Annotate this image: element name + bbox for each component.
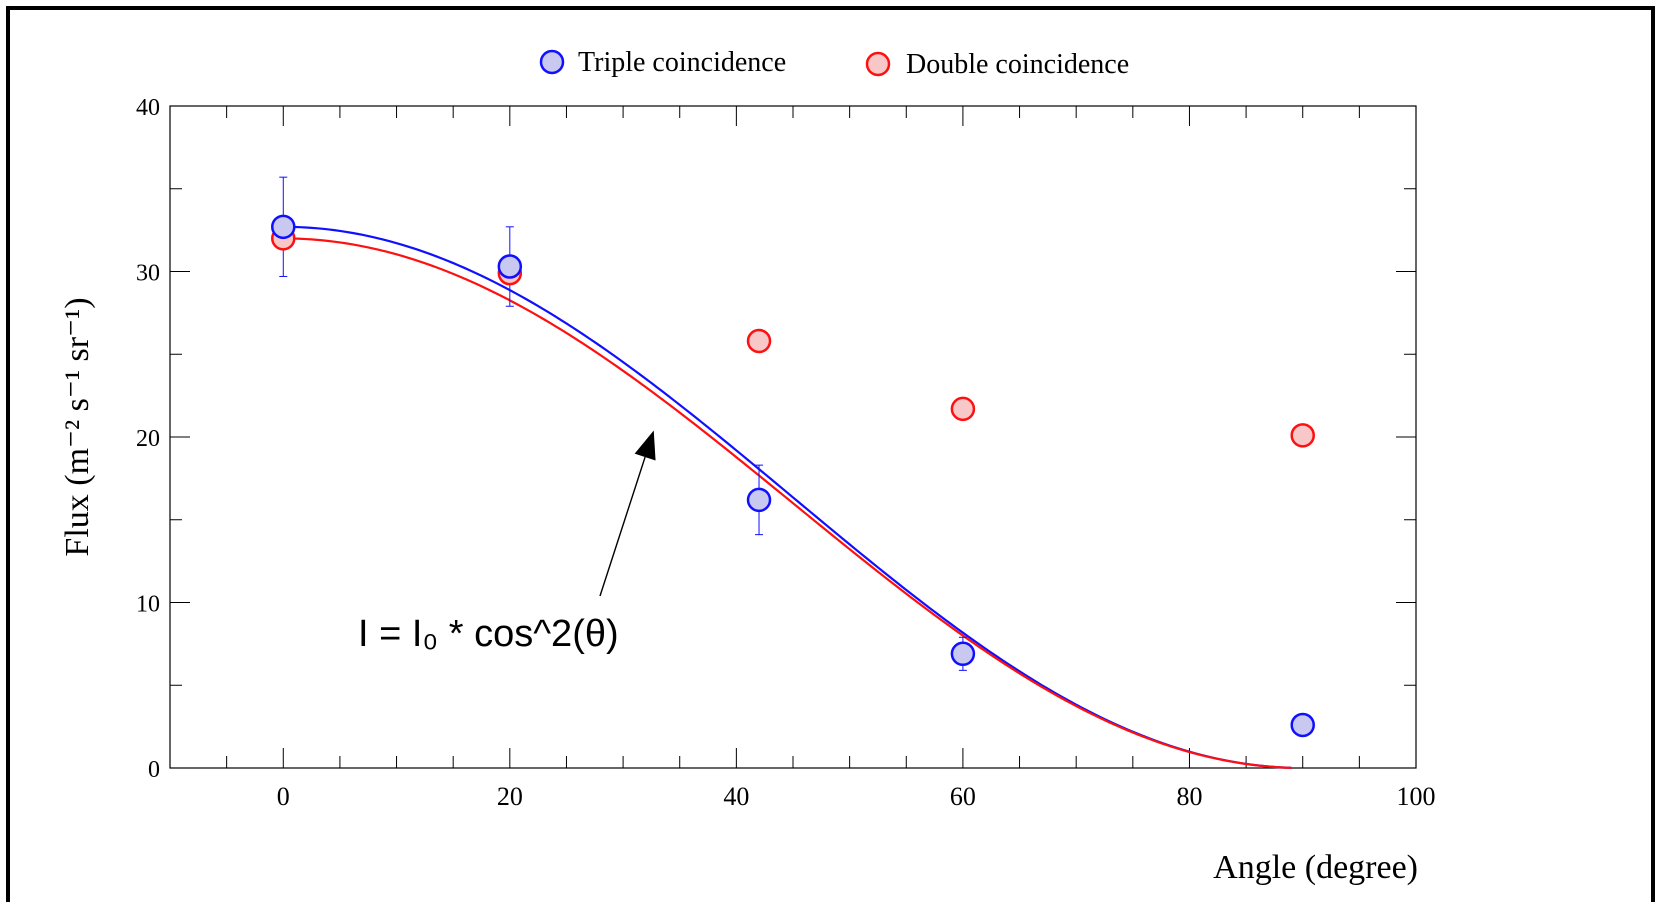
plot-area [169,105,1417,769]
triple-point [1290,712,1315,738]
triple-point [950,641,976,667]
fit-curve [283,237,1292,769]
annotation-arrow-head [634,430,656,461]
triple-point [271,214,296,240]
y-tick-label: 40 [136,95,160,121]
y-axis-label: Flux (m⁻² s⁻¹ sr⁻¹) [59,297,96,556]
x-axis-label: Angle (degree) [1213,849,1418,886]
legend-label-double: Double coincidence [906,49,1129,80]
x-tick-label: 0 [277,782,290,811]
legend: Triple coincidence Double coincidence [539,47,1129,80]
y-tick-label: 0 [148,757,160,783]
fit-annotation: I = I₀ * cos^2(θ) [358,430,656,655]
double-point [950,396,976,422]
y-tick-label: 20 [136,426,160,452]
legend-marker-double [865,51,891,77]
x-tick-label: 40 [723,782,749,811]
flux-vs-angle-chart: Triple coincidence Double coincidence 0 20… [59,47,1436,886]
legend-label-triple: Triple coincidence [578,47,786,78]
fit-curves [283,225,1292,769]
y-tick-label: 30 [136,261,160,287]
double-point [746,328,772,354]
annotation-arrow [599,456,646,597]
triple-point [497,254,523,279]
x-tick-label: 100 [1397,782,1436,811]
x-tick-label: 80 [1176,782,1202,811]
data-points [271,214,1315,738]
legend-marker-triple [539,49,565,75]
chart-frame: Triple coincidence Double coincidence 0 20… [6,6,1655,902]
y-tick-label: 10 [136,592,160,618]
triple-point [746,487,772,513]
axis-ticks: 0 20 40 60 80 100 0 10 20 30 40 [136,95,1436,811]
x-tick-label: 20 [497,782,523,811]
double-point [1290,423,1315,448]
annotation-text: I = I₀ * cos^2(θ) [358,613,619,655]
x-tick-label: 60 [950,782,976,811]
